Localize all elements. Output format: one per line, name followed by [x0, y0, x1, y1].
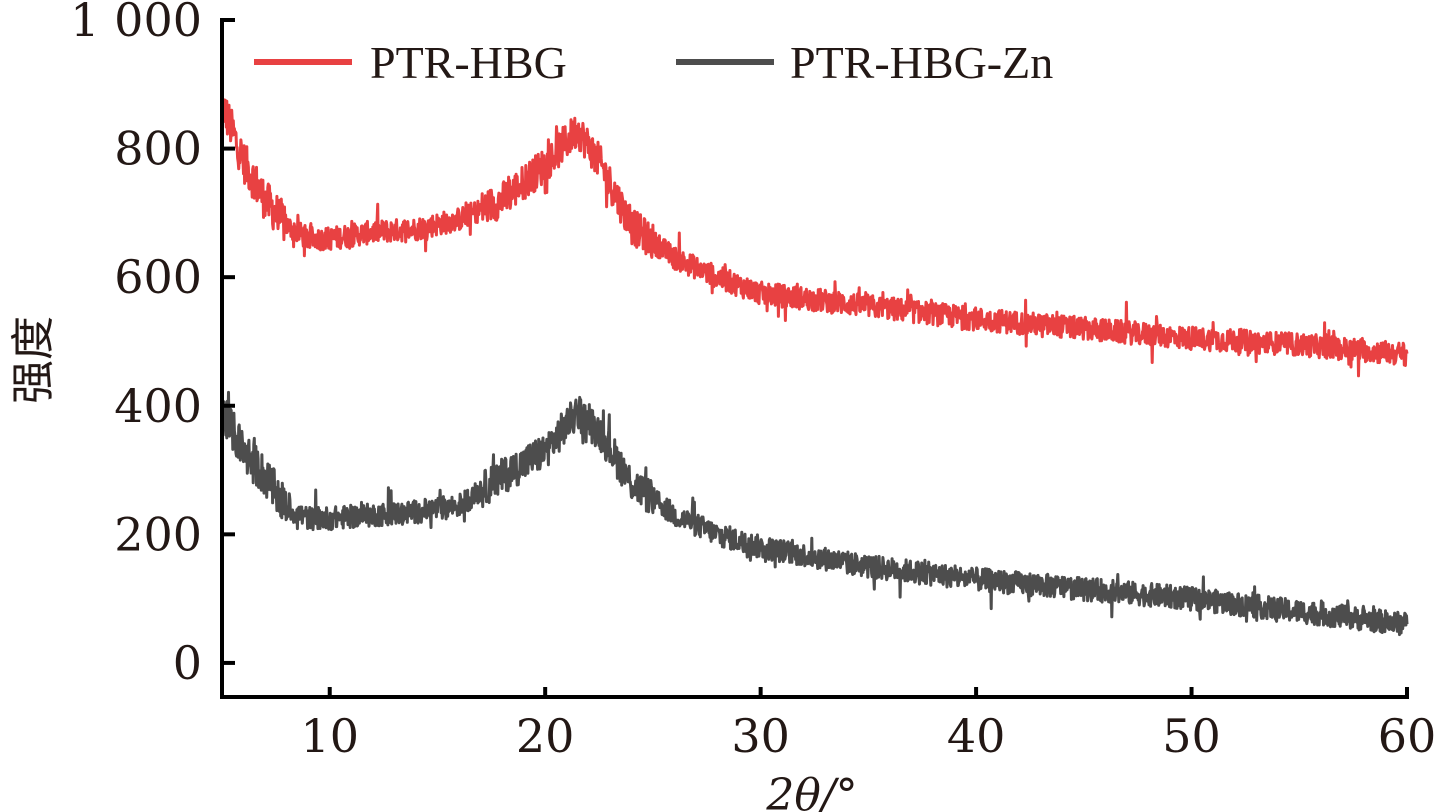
x-tick-label: 40 [947, 709, 1006, 763]
y-tick-label: 600 [114, 250, 202, 304]
axes [220, 18, 1409, 699]
legend-label-ptr-hbg: PTR-HBG [370, 37, 567, 88]
y-axis-title: 强度 [8, 316, 59, 404]
x-tick-label: 60 [1378, 709, 1436, 763]
x-tick-label: 50 [1162, 709, 1221, 763]
x-axis-title: 2θ/° [765, 770, 857, 812]
y-ticks: 0 200 400 600 800 1 000 [70, 0, 235, 690]
x-tick-label: 20 [516, 709, 575, 763]
legend: PTR-HBG PTR-HBG-Zn [254, 37, 1053, 88]
x-ticks: 10 20 30 40 50 60 [300, 687, 1436, 763]
y-tick-label: 800 [114, 122, 202, 176]
y-tick-label: 1 000 [70, 0, 202, 47]
legend-label-ptr-hbg-zn: PTR-HBG-Zn [790, 37, 1053, 88]
x-tick-label: 10 [300, 709, 359, 763]
x-tick-label: 30 [731, 709, 790, 763]
y-tick-label: 0 [173, 636, 202, 690]
y-tick-label: 400 [114, 379, 202, 433]
y-tick-label: 200 [114, 507, 202, 561]
series-line-ptr-hbg [220, 96, 1409, 378]
plot-series [220, 96, 1409, 637]
series-line-ptr-hbg-zn [220, 390, 1409, 637]
